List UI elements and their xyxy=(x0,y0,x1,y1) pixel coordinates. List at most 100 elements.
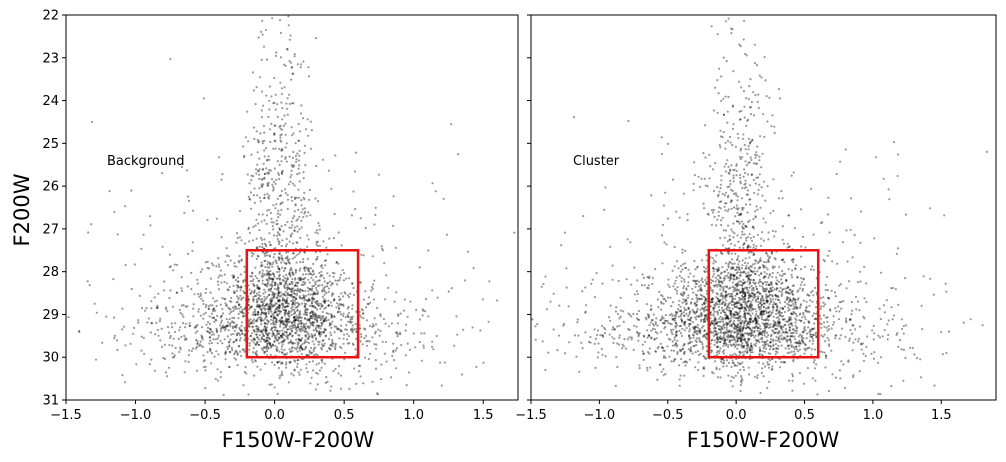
scatter-point xyxy=(702,355,705,358)
scatter-point xyxy=(699,312,703,315)
scatter-point xyxy=(290,310,293,313)
scatter-point xyxy=(758,274,761,277)
scatter-point xyxy=(224,350,227,353)
scatter-point xyxy=(300,199,303,202)
scatter-point xyxy=(304,346,307,349)
scatter-point xyxy=(256,285,259,288)
scatter-point xyxy=(746,343,749,346)
scatter-point xyxy=(558,304,561,307)
scatter-point xyxy=(303,144,306,147)
scatter-point xyxy=(746,349,749,352)
scatter-point xyxy=(317,326,320,329)
scatter-point xyxy=(682,351,686,354)
scatter-point xyxy=(739,303,742,306)
scatter-point xyxy=(749,327,752,331)
scatter-point xyxy=(252,338,255,341)
scatter-point xyxy=(266,182,269,185)
scatter-point xyxy=(291,224,294,227)
scatter-point xyxy=(740,271,743,274)
scatter-point xyxy=(636,318,640,321)
scatter-point xyxy=(694,268,697,271)
scatter-point xyxy=(196,278,199,281)
scatter-point xyxy=(233,307,236,310)
scatter-point xyxy=(720,318,723,321)
scatter-point xyxy=(333,212,336,216)
scatter-point xyxy=(320,358,324,362)
scatter-point xyxy=(594,337,598,340)
scatter-point xyxy=(137,319,140,322)
scatter-point xyxy=(243,326,246,329)
scatter-point xyxy=(777,325,781,328)
scatter-point xyxy=(262,45,266,48)
scatter-point xyxy=(269,287,273,290)
scatter-point xyxy=(711,289,714,292)
scatter-point xyxy=(255,325,258,328)
scatter-point xyxy=(693,279,696,282)
scatter-point xyxy=(291,305,294,308)
scatter-point xyxy=(877,334,880,337)
scatter-point xyxy=(700,259,704,262)
scatter-point xyxy=(298,373,301,376)
scatter-point xyxy=(801,331,804,334)
scatter-point xyxy=(303,325,307,328)
scatter-point xyxy=(202,354,205,357)
scatter-point xyxy=(306,308,309,311)
scatter-point xyxy=(730,331,733,334)
scatter-point xyxy=(743,310,746,313)
scatter-point xyxy=(754,285,758,288)
scatter-point xyxy=(260,30,263,33)
scatter-point xyxy=(322,320,325,323)
scatter-point xyxy=(804,318,807,321)
scatter-point xyxy=(130,189,133,192)
scatter-point xyxy=(321,343,324,346)
scatter-point xyxy=(921,328,924,331)
scatter-point xyxy=(741,334,744,337)
scatter-point xyxy=(278,360,281,363)
scatter-point xyxy=(362,254,365,257)
scatter-point xyxy=(789,298,792,302)
scatter-point xyxy=(290,347,293,350)
scatter-point xyxy=(622,320,625,323)
scatter-point xyxy=(252,126,256,129)
scatter-point xyxy=(305,353,308,356)
scatter-point xyxy=(810,348,814,351)
scatter-point xyxy=(766,339,769,342)
scatter-point xyxy=(151,322,154,325)
scatter-point xyxy=(795,348,798,351)
scatter-point xyxy=(253,313,256,316)
scatter-point xyxy=(275,51,278,54)
scatter-point xyxy=(297,208,300,212)
scatter-point xyxy=(748,256,751,259)
scatter-point xyxy=(282,230,285,233)
scatter-point xyxy=(281,118,284,121)
scatter-point xyxy=(157,292,160,295)
scatter-point xyxy=(331,345,334,348)
scatter-point xyxy=(313,334,316,337)
scatter-point xyxy=(603,332,607,335)
scatter-point xyxy=(721,306,724,309)
scatter-point xyxy=(263,307,266,310)
scatter-point xyxy=(705,333,708,336)
scatter-point xyxy=(696,307,699,310)
scatter-point xyxy=(782,287,785,291)
scatter-point xyxy=(320,273,323,277)
scatter-point xyxy=(238,255,241,258)
scatter-point xyxy=(296,365,299,368)
scatter-point xyxy=(729,343,732,346)
scatter-point xyxy=(654,321,657,324)
scatter-point xyxy=(717,327,721,331)
scatter-point xyxy=(636,317,639,320)
scatter-point xyxy=(601,353,604,356)
scatter-point xyxy=(775,309,778,312)
scatter-point xyxy=(404,329,407,332)
scatter-point xyxy=(654,350,658,353)
scatter-point xyxy=(826,275,829,279)
scatter-point xyxy=(292,132,295,135)
scatter-point xyxy=(200,326,204,329)
scatter-point xyxy=(776,287,779,290)
scatter-point xyxy=(774,327,777,330)
scatter-point xyxy=(769,299,772,302)
scatter-point xyxy=(747,299,750,302)
scatter-point xyxy=(697,297,700,300)
scatter-point xyxy=(781,318,784,321)
